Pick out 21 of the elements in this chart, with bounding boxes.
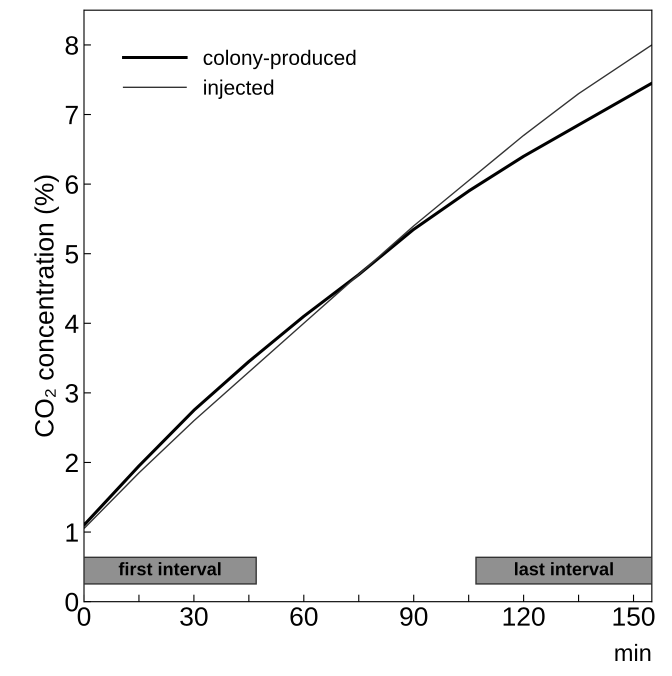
y-axis-title: CO₂ concentration (%) (34, 176, 59, 437)
y-tick-label: 8 (66, 36, 78, 55)
x-tick-label: 30 (180, 607, 208, 626)
x-tick-label: 90 (400, 607, 428, 626)
y-tick-label: 0 (65, 592, 78, 612)
y-tick-label: 7 (66, 106, 78, 124)
y-tick-label: 5 (66, 245, 78, 264)
y-tick-label: 4 (65, 314, 78, 333)
x-axis-title: min (615, 644, 650, 661)
band-label: first interval (118, 562, 220, 576)
x-tick-label: 120 (504, 607, 545, 626)
y-tick-label: 1 (66, 523, 78, 542)
legend-label: colony-produced (204, 50, 356, 70)
x-tick-label: 150 (614, 607, 655, 626)
band-label: last interval (515, 562, 613, 576)
x-tick-label: 60 (290, 607, 318, 626)
y-tick-label: 3 (65, 384, 78, 403)
y-tick-label: 2 (66, 454, 78, 472)
y-tick-label: 6 (66, 175, 78, 194)
x-tick-label: 0 (78, 607, 90, 626)
legend-label: injected (204, 80, 274, 99)
